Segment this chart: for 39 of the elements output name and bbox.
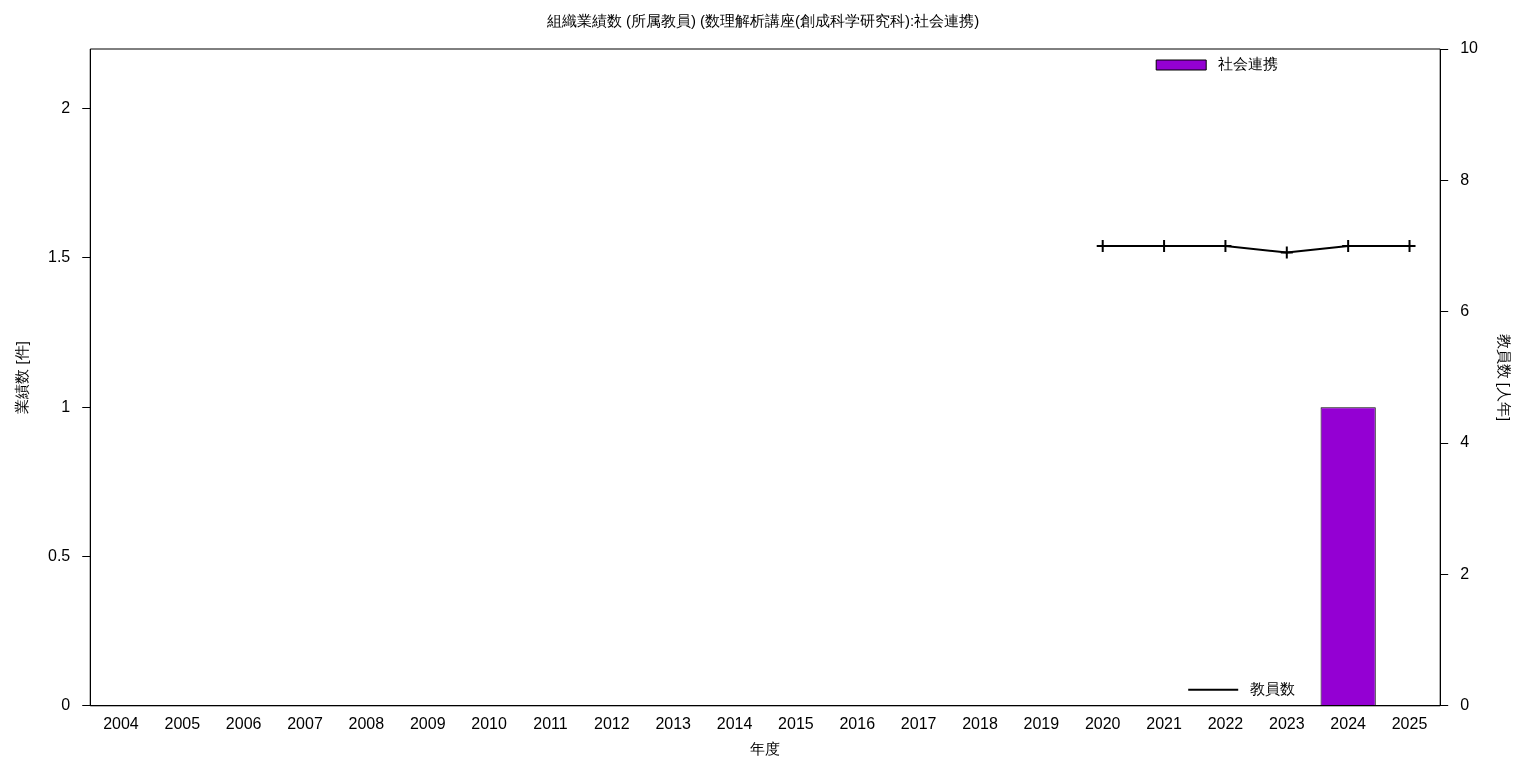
x-tick-label: 2021 <box>1146 714 1182 732</box>
x-tick-label: 2004 <box>103 714 139 732</box>
x-tick-label: 2008 <box>348 714 385 732</box>
x-tick-label: 2016 <box>839 714 876 732</box>
x-tick-label: 2011 <box>533 714 568 732</box>
y-tick-label: 2 <box>61 99 71 117</box>
y2-tick-label: 4 <box>1460 433 1470 451</box>
x-tick-label: 2020 <box>1084 714 1121 732</box>
x-tick-label: 2012 <box>594 714 630 732</box>
y-tick-label: 1.5 <box>47 248 71 266</box>
x-tick-label: 2023 <box>1269 714 1305 732</box>
y2-axis-title: 教員数 [人年] <box>1495 333 1513 422</box>
x-tick-label: 2024 <box>1330 714 1367 732</box>
x-tick-label: 2005 <box>164 714 201 732</box>
legend-label: 教員数 <box>1250 679 1296 697</box>
x-axis-title: 年度 <box>750 740 781 758</box>
y2-tick-label: 10 <box>1460 39 1479 57</box>
y-tick-label: 0.5 <box>47 546 71 564</box>
y2-tick-label: 0 <box>1460 696 1470 714</box>
x-tick-label: 2006 <box>225 714 262 732</box>
legend-label: 社会連携 <box>1218 55 1279 73</box>
y-tick-label: 1 <box>61 397 71 415</box>
x-tick-label: 2010 <box>471 714 507 732</box>
y-axis-title: 業績数 [件] <box>13 341 31 414</box>
x-tick-label: 2013 <box>655 714 692 732</box>
y2-tick-label: 2 <box>1460 564 1470 582</box>
x-tick-label: 2025 <box>1391 714 1428 732</box>
x-tick-label: 2018 <box>962 714 998 732</box>
x-tick-label: 2019 <box>1023 714 1060 732</box>
chart-title: 組織業績数 (所属教員) (数理解析講座(創成科学研究科):社会連携) <box>545 12 980 30</box>
y-tick-label: 0 <box>61 696 71 714</box>
x-tick-label: 2007 <box>287 714 323 732</box>
x-tick-label: 2017 <box>900 714 937 732</box>
x-tick-label: 2022 <box>1207 714 1244 732</box>
x-tick-label: 2015 <box>778 714 814 732</box>
y2-tick-label: 6 <box>1460 302 1470 320</box>
x-tick-label: 2014 <box>716 714 753 732</box>
y2-tick-label: 8 <box>1460 170 1470 188</box>
x-tick-label: 2009 <box>409 714 446 732</box>
